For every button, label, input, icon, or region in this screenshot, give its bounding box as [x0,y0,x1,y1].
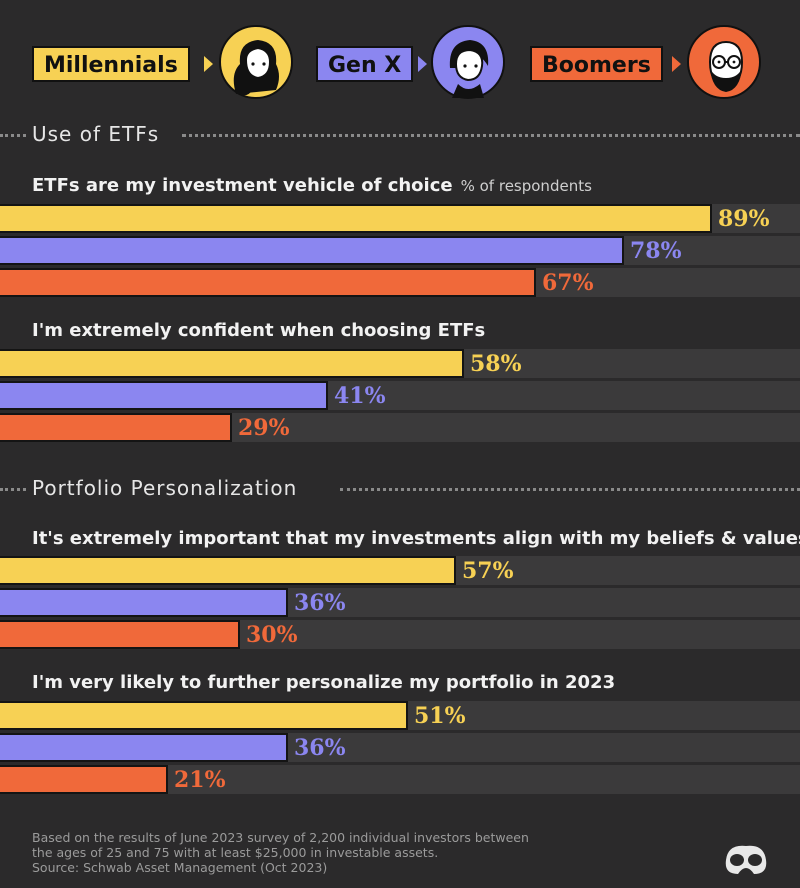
bar-value-label: 51% [414,703,466,729]
bar-value-label: 36% [294,590,346,616]
bar-boomers [0,268,536,297]
bar-row-boomers: 67% [0,268,800,297]
bar-row-boomers: 29% [0,413,800,442]
footer-line-2: the ages of 25 and 75 with at least $25,… [32,845,439,860]
section-title-etfs: Use of ETFs [0,122,800,148]
bar-row-millennials: 51% [0,701,800,730]
bar-value-label: 30% [246,622,298,648]
bar-value-label: 21% [174,767,226,793]
bar-value-label: 41% [334,383,386,409]
bar-value-label: 57% [462,558,514,584]
bar-row-genx: 41% [0,381,800,410]
bar-row-genx: 78% [0,236,800,265]
bar-row-genx: 36% [0,588,800,617]
bar-millennials [0,349,464,378]
bar-millennials [0,701,408,730]
bar-genx [0,236,624,265]
footer-note: Based on the results of June 2023 survey… [32,830,529,875]
bar-boomers [0,765,168,794]
section-title-text: Portfolio Personalization [32,476,298,500]
bar-boomers [0,413,232,442]
question-1-label: ETFs are my investment vehicle of choice… [32,175,592,196]
bar-value-label: 36% [294,735,346,761]
question-4-label: I'm very likely to further personalize m… [32,672,616,693]
bar-row-boomers: 30% [0,620,800,649]
bar-genx [0,733,288,762]
boomer-avatar-icon [687,25,761,99]
legend: Millennials Gen X Boomers [0,14,800,100]
bar-genx [0,381,328,410]
bar-value-label: 67% [542,270,594,296]
bar-row-millennials: 57% [0,556,800,585]
section-title-text: Use of ETFs [32,122,160,146]
unit-note: % of respondents [460,177,592,195]
bar-row-boomers: 21% [0,765,800,794]
bar-row-millennials: 89% [0,204,800,233]
question-1-text: ETFs are my investment vehicle of choice [32,175,453,196]
footer-source: Source: Schwab Asset Management (Oct 202… [32,860,328,875]
bar-millennials [0,556,456,585]
bar-row-millennials: 58% [0,349,800,378]
bar-genx [0,588,288,617]
bar-value-label: 78% [630,238,682,264]
bar-row-genx: 36% [0,733,800,762]
section-title-personalization: Portfolio Personalization [0,476,800,502]
legend-label-millennials: Millennials [32,46,190,82]
legend-label-boomers: Boomers [530,46,663,82]
brand-logo-icon [725,845,767,874]
footer-line-1: Based on the results of June 2023 survey… [32,830,529,845]
millennial-avatar-icon [219,25,293,99]
question-3-label: It's extremely important that my investm… [32,528,800,549]
question-2-label: I'm extremely confident when choosing ET… [32,320,486,341]
bar-value-label: 89% [718,206,770,232]
legend-label-genx: Gen X [316,46,414,82]
bar-value-label: 29% [238,415,290,441]
genx-avatar-icon [431,25,505,99]
bar-millennials [0,204,712,233]
bar-value-label: 58% [470,351,522,377]
bar-boomers [0,620,240,649]
